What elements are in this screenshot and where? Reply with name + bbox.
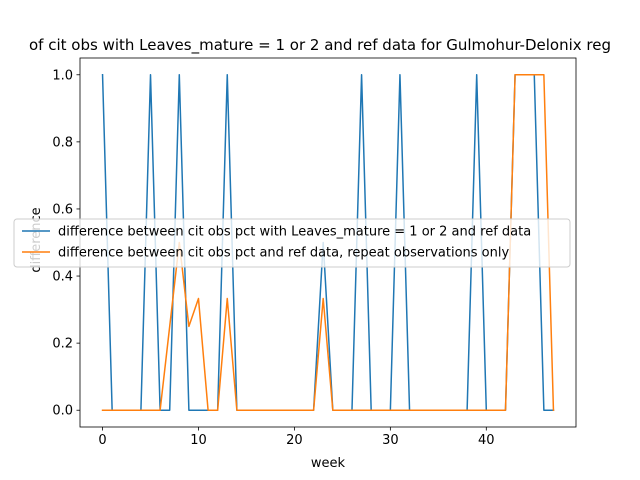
legend-label-2: difference between cit obs pct and ref d…: [58, 246, 509, 261]
legend-box: [13, 218, 571, 268]
x-tick-label: 10: [190, 433, 207, 448]
x-tick-label: 0: [98, 433, 106, 448]
y-tick-label: 0.2: [52, 337, 73, 352]
y-tick-label: 0.4: [52, 270, 73, 285]
chart-title: of cit obs with Leaves_mature = 1 or 2 a…: [29, 36, 611, 55]
y-tick-label: 0.6: [52, 202, 73, 217]
legend-label-1: difference between cit obs pct with Leav…: [58, 225, 531, 240]
x-tick-label: 20: [286, 433, 303, 448]
y-tick-label: 1.0: [52, 68, 73, 83]
x-axis-label: week: [311, 456, 346, 471]
series-line-1: [101, 73, 555, 411]
y-tick-label: 0.8: [52, 135, 73, 150]
x-tick-label: 40: [478, 433, 495, 448]
legend: difference between cit obs pct with Leav…: [13, 218, 571, 268]
x-tick-label: 30: [382, 433, 399, 448]
y-tick-label: 0.0: [52, 404, 73, 419]
